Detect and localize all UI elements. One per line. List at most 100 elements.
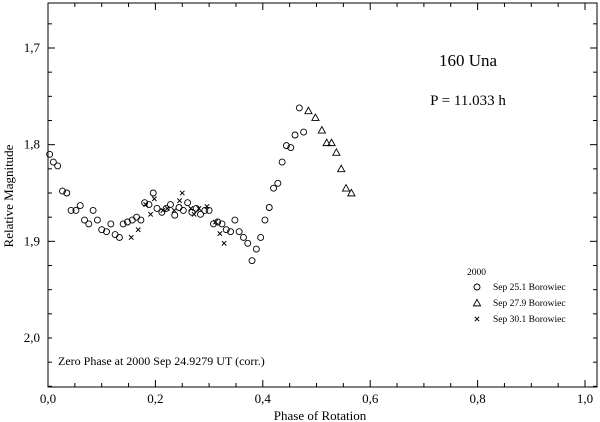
data-point-circle xyxy=(107,220,115,228)
legend-marker-circle xyxy=(473,283,481,291)
data-point-circle xyxy=(89,206,97,214)
series-triangle xyxy=(304,106,356,197)
data-point-triangle xyxy=(341,183,351,192)
data-point-circle xyxy=(274,179,282,187)
data-point-circle xyxy=(201,206,209,214)
data-point-circle xyxy=(76,202,84,210)
data-point-cross xyxy=(151,196,157,202)
legend-entry-label: Sep 30.1 Borowiec xyxy=(493,315,566,325)
data-point-cross xyxy=(128,234,134,241)
data-point-circle xyxy=(67,206,75,214)
data-point-circle xyxy=(257,234,265,241)
period-label: P = 11.033 h xyxy=(430,93,506,109)
chart-title: 160 Una xyxy=(439,51,498,70)
series-circle xyxy=(46,104,308,265)
data-point-triangle xyxy=(347,188,356,197)
data-point-cross xyxy=(191,211,197,217)
x-tick-label: 1,0 xyxy=(577,391,593,406)
data-points xyxy=(46,104,356,265)
plot-frame xyxy=(47,2,598,388)
y-tick-label: 2,0 xyxy=(24,330,40,345)
data-point-circle xyxy=(166,201,174,209)
data-point-circle xyxy=(54,162,62,170)
data-point-circle xyxy=(111,231,119,239)
data-point-circle xyxy=(72,206,80,214)
x-tick-label: 0,4 xyxy=(255,391,272,406)
x-tick-label: 0,0 xyxy=(40,391,56,406)
legend: 2000 Sep 25.1 Borowiec Sep 27.9 Borowiec S… xyxy=(467,268,566,325)
data-point-circle xyxy=(270,184,277,192)
data-point-circle xyxy=(205,206,213,214)
data-point-circle xyxy=(209,220,217,228)
data-point-circle xyxy=(115,234,123,241)
y-tick-label: 1,7 xyxy=(24,40,41,55)
series-cross xyxy=(128,190,227,246)
y-tick-label: 1,9 xyxy=(24,233,40,248)
data-point-circle xyxy=(124,218,131,226)
data-point-circle xyxy=(248,257,256,265)
data-point-triangle xyxy=(304,106,313,115)
y-tick-label: 1,8 xyxy=(24,137,40,152)
x-tick-label: 0,2 xyxy=(147,391,163,406)
x-axis-label: Phase of Rotation xyxy=(274,408,367,422)
data-point-circle xyxy=(214,218,222,226)
data-point-circle xyxy=(295,104,303,112)
data-point-cross xyxy=(148,211,154,217)
data-point-circle xyxy=(197,210,204,218)
data-point-cross xyxy=(177,198,183,204)
data-point-triangle xyxy=(317,125,327,134)
data-point-cross xyxy=(196,205,202,212)
data-point-circle xyxy=(282,142,290,150)
y-axis-ticks: 1,7 1,8 1,9 2,0 xyxy=(24,23,597,387)
data-point-circle xyxy=(278,158,286,166)
data-point-circle xyxy=(162,205,170,212)
data-point-circle xyxy=(153,205,161,212)
data-point-cross xyxy=(160,207,166,213)
data-point-cross xyxy=(179,190,185,196)
data-point-circle xyxy=(235,228,243,236)
data-point-cross xyxy=(143,202,149,208)
data-point-circle xyxy=(59,187,66,195)
data-point-cross xyxy=(204,203,210,210)
data-point-circle xyxy=(261,216,269,224)
data-point-circle xyxy=(240,234,247,241)
data-point-triangle xyxy=(322,138,332,147)
data-point-circle xyxy=(98,226,106,234)
data-point-cross xyxy=(217,231,223,237)
data-point-cross xyxy=(171,207,177,213)
legend-marker-triangle xyxy=(472,298,482,307)
x-tick-label: 0,6 xyxy=(362,391,379,406)
data-point-circle xyxy=(231,216,239,224)
data-point-circle xyxy=(265,204,273,211)
legend-marker-cross xyxy=(474,316,480,322)
data-point-circle xyxy=(244,239,252,247)
data-point-triangle xyxy=(311,113,320,121)
data-point-circle xyxy=(222,226,230,234)
data-point-cross xyxy=(221,240,227,246)
data-point-circle xyxy=(137,216,145,224)
data-point-circle xyxy=(46,150,54,158)
data-point-circle xyxy=(133,213,141,221)
legend-title: 2000 xyxy=(467,268,486,278)
data-point-circle xyxy=(291,131,299,139)
data-point-triangle xyxy=(327,138,336,147)
data-point-circle xyxy=(93,216,101,224)
data-point-circle xyxy=(63,189,71,197)
data-point-circle xyxy=(119,220,127,228)
data-point-circle xyxy=(184,199,192,207)
data-point-circle xyxy=(149,189,157,197)
data-point-triangle xyxy=(332,147,341,156)
data-point-circle xyxy=(85,220,93,228)
data-point-circle xyxy=(175,204,183,211)
x-tick-label: 0,8 xyxy=(469,391,485,406)
data-point-circle xyxy=(227,228,235,236)
data-point-circle xyxy=(171,211,179,219)
legend-entry-label: Sep 25.1 Borowiec xyxy=(493,283,566,293)
x-axis-ticks: 0,0 0,2 0,4 0,6 0,8 1,0 xyxy=(40,3,593,406)
data-point-circle xyxy=(49,158,57,166)
y-axis-label: Relative Magnitude xyxy=(1,144,16,247)
zero-phase-note: Zero Phase at 2000 Sep 24.9279 UT (corr.… xyxy=(58,354,265,368)
data-point-circle xyxy=(252,245,260,253)
data-point-cross xyxy=(188,205,194,212)
